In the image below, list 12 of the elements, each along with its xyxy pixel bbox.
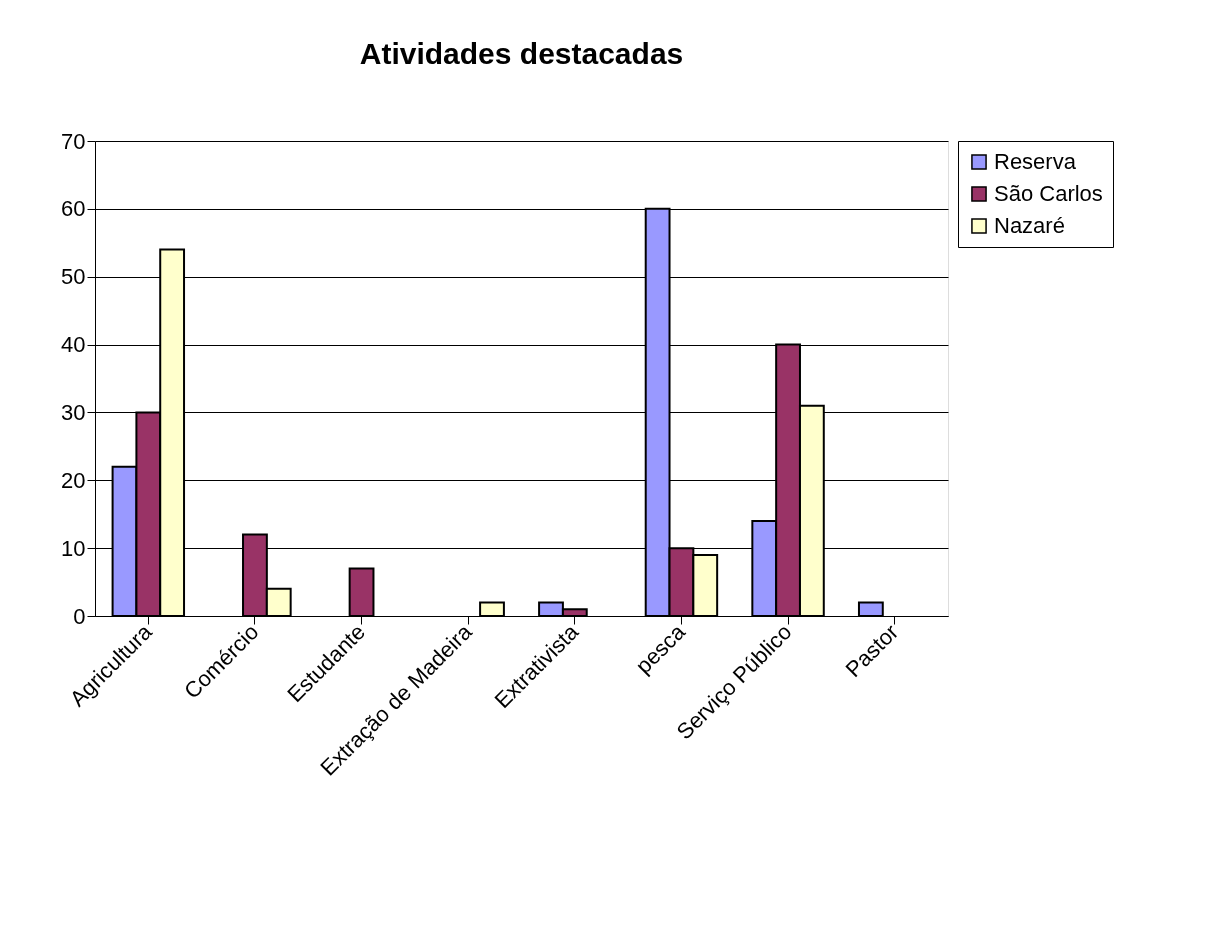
y-tick-label: 60 bbox=[61, 196, 86, 222]
y-tick-label: 20 bbox=[61, 467, 86, 493]
y-tick-label: 70 bbox=[61, 128, 86, 154]
y-tick-label: 10 bbox=[61, 535, 86, 561]
y-tick-label: 40 bbox=[61, 332, 86, 358]
y-tick-label: 0 bbox=[73, 603, 86, 629]
chart-title: Atividades destacadas bbox=[359, 37, 684, 70]
legend-label: Reserva bbox=[994, 149, 1077, 174]
y-tick-label: 30 bbox=[61, 399, 86, 425]
y-tick-label: 50 bbox=[61, 264, 86, 290]
legend-label: São Carlos bbox=[994, 181, 1103, 206]
legend-label: Nazaré bbox=[994, 213, 1065, 238]
